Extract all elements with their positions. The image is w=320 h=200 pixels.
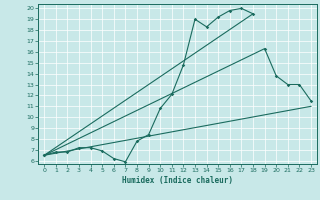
X-axis label: Humidex (Indice chaleur): Humidex (Indice chaleur) — [122, 176, 233, 185]
